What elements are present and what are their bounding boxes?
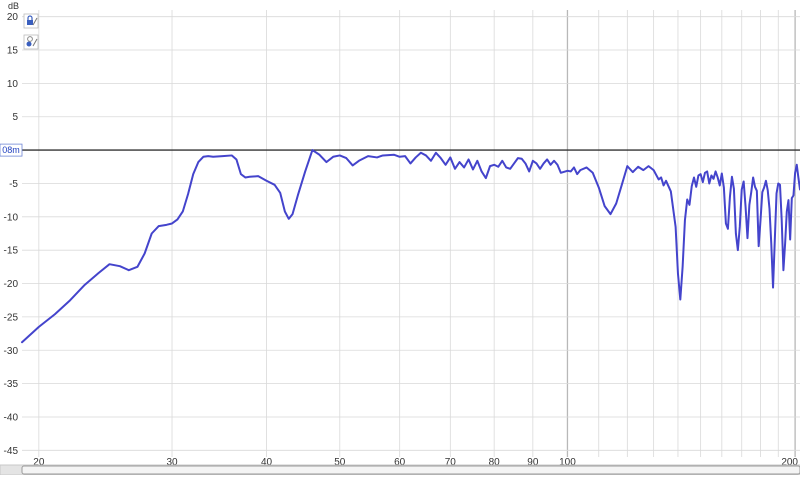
x-tick-label: 90 (527, 457, 539, 468)
pin-icon[interactable] (23, 34, 39, 50)
y-tick-label: -10 (4, 212, 19, 223)
grid-layer (22, 10, 800, 457)
y-tick-label: -15 (4, 246, 19, 257)
y-tick-label: -20 (4, 279, 19, 290)
x-tick-label: 200 (781, 457, 798, 468)
series-line (21, 149, 800, 344)
y-tick-label: 15 (7, 46, 19, 57)
y-tick-label: 10 (7, 79, 19, 90)
x-tick-label: 30 (166, 457, 178, 468)
x-tick-label: 80 (489, 457, 501, 468)
x-tick-label: 40 (261, 457, 273, 468)
series-layer (21, 149, 800, 344)
y-tick-label: -35 (4, 379, 19, 390)
x-tick-labels: 20 30 40 50 60 70 80 90 100 200 (33, 457, 798, 468)
y-tick-label: -40 (4, 412, 19, 423)
y-axis-label: dB (8, 1, 19, 11)
x-tick-label: 20 (33, 457, 45, 468)
y-tick-label: -5 (9, 179, 18, 190)
reference-line-label: 08m (2, 145, 20, 155)
y-tick-label: 20 (7, 12, 19, 23)
y-tick-label: -45 (4, 446, 19, 457)
y-tick-labels: 20 15 10 5 -5 -10 -15 -20 -25 -30 -35 -40 -45 (4, 12, 19, 457)
reference-label-box (0, 143, 23, 157)
reference-layer: 08m (0, 143, 800, 157)
x-tick-label: 50 (334, 457, 346, 468)
scrollbar-thumb[interactable] (21, 465, 800, 475)
x-tick-label: 60 (394, 457, 406, 468)
y-tick-label: -25 (4, 312, 19, 323)
y-tick-label: 5 (12, 112, 18, 123)
x-tick-label: 100 (559, 457, 576, 468)
lock-icon[interactable] (23, 13, 39, 29)
y-tick-label: -30 (4, 346, 19, 357)
x-tick-label: 70 (445, 457, 457, 468)
horizontal-scrollbar[interactable] (0, 464, 800, 476)
